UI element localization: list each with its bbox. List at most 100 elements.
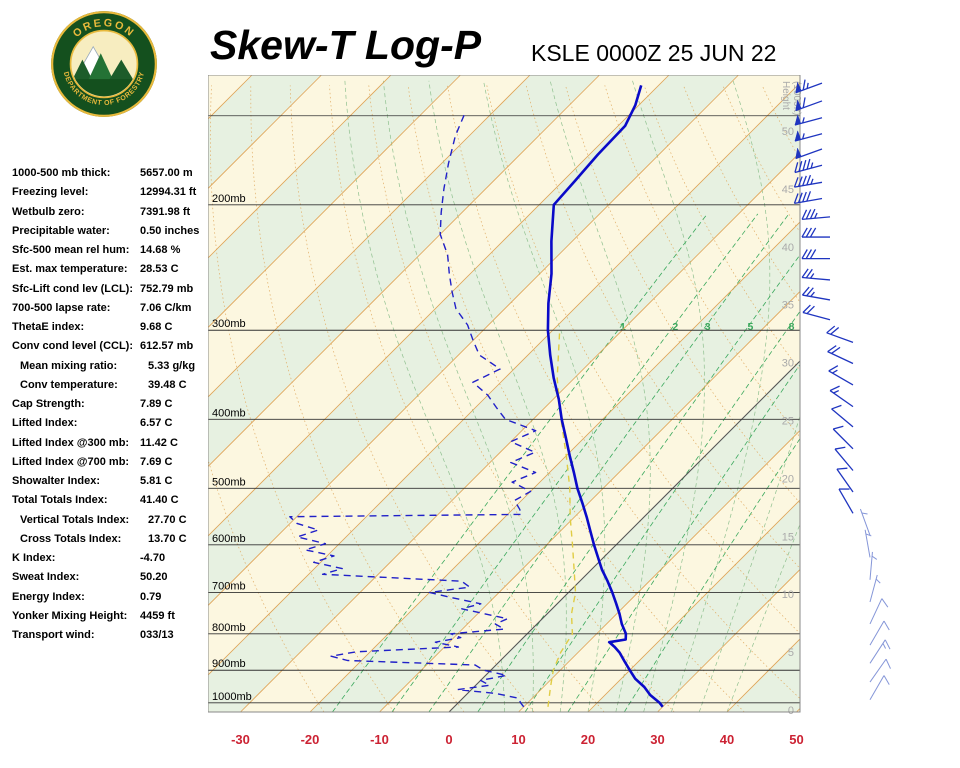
isotherm-band <box>796 708 800 712</box>
stat-label: Conv cond level (CCL): <box>12 340 134 353</box>
station-id: KSLE 0000Z 25 JUN 22 <box>531 40 777 66</box>
page-title: Skew-T Log-P <box>210 22 482 68</box>
isotherm-line <box>448 360 800 712</box>
stat-value: 0.50 inches <box>140 224 200 237</box>
stat-label: Transport wind: <box>12 629 95 641</box>
dry-adiabat <box>880 85 953 712</box>
mixing-ratio-label: 8 <box>789 321 795 333</box>
stat-value: 033/13 <box>140 629 174 641</box>
stat-label: Mean mixing ratio: <box>20 359 118 372</box>
pressure-label: 400mb <box>212 407 246 419</box>
stat-value: 752.79 mb <box>140 282 194 295</box>
stat-row: Lifted Index @300 mb: 11.42 C <box>12 437 212 456</box>
tree-icon <box>71 59 94 82</box>
moist-adiabat <box>428 80 567 712</box>
stat-label: Lifted Index @700 mb: <box>12 455 130 468</box>
moist-adiabat <box>698 415 800 712</box>
mixing-ratio-line <box>332 213 708 712</box>
stat-label: Freezing level: <box>12 186 89 199</box>
dry-adiabat <box>447 85 800 700</box>
stat-label: Wetbulb zero: <box>12 205 85 218</box>
stat-label: 1000-500 mb thick: <box>12 167 111 179</box>
stat-value: 14.68 % <box>140 244 181 256</box>
odf-logo-graphic: OREGON DEPARTMENT OF FORESTRY <box>51 11 157 117</box>
dry-adiabat <box>209 85 395 712</box>
height-tick-label: 15 <box>782 531 794 543</box>
moist-adiabat <box>726 523 800 712</box>
height-tick-label: 5 <box>788 647 794 659</box>
stat-row: Sfc-500 mean rel hum: 14.68 % <box>12 244 212 263</box>
mixing-ratio-label: 1 <box>620 321 626 333</box>
stat-value: 612.57 mb <box>140 340 194 353</box>
stat-value: 9.68 C <box>140 321 173 333</box>
isotherm-line <box>208 75 600 468</box>
wind-barbs <box>793 79 891 700</box>
mixing-ratio-label: 2 <box>672 321 678 333</box>
dry-adiabat <box>919 85 953 712</box>
stat-label: Conv temperature: <box>20 378 118 391</box>
stat-label: Lifted Index @300 mb: <box>12 436 130 449</box>
isotherm-line <box>657 568 800 712</box>
dry-adiabat <box>289 85 535 712</box>
stat-label: Sfc-Lift cond lev (LCL): <box>12 282 133 295</box>
chart-border <box>208 75 801 713</box>
stat-value: 13.70 C <box>148 532 187 545</box>
stat-value: 0.79 <box>140 590 162 603</box>
moist-adiabat <box>383 80 534 712</box>
temp-tick-label: 50 <box>789 732 803 747</box>
mixing-ratio-line <box>524 310 800 712</box>
pressure-label: 500mb <box>212 476 246 488</box>
temp-tick-label: 0 <box>445 732 452 747</box>
isotherm-line <box>208 75 670 537</box>
pressure-label: 300mb <box>212 318 246 330</box>
stat-label: Est. max temperature: <box>12 263 128 276</box>
height-tick-label: 25 <box>782 416 794 428</box>
height-axis-label: (1000ft) <box>791 81 802 115</box>
pressure-label: 700mb <box>212 580 246 592</box>
stat-value: 11.42 C <box>140 436 178 449</box>
stat-row: Cap Strength: 7.89 C <box>12 398 212 417</box>
stat-value: -4.70 <box>140 552 166 564</box>
dry-adiabat <box>250 85 465 712</box>
stat-row: Conv temperature: 39.48 C <box>12 379 212 398</box>
temperature-curve <box>546 85 664 708</box>
stat-row: Vertical Totals Index: 27.70 C <box>12 514 212 533</box>
skewt-chart: 1 2 3 5 8200mb300mb400mb500mb600mb700mb800mb… <box>208 75 953 747</box>
stat-row: Lifted Index @700 mb: 7.69 C <box>12 456 212 475</box>
pressure-label: 1000mb <box>212 691 252 703</box>
stat-label: Cap Strength: <box>12 398 85 410</box>
temp-tick-label: -30 <box>231 732 250 747</box>
stat-label: Precipitable water: <box>12 224 110 237</box>
stat-row: Freezing level: 12994.31 ft <box>12 186 212 205</box>
moist-adiabat <box>671 80 771 712</box>
stat-value: 41.40 C <box>140 494 179 507</box>
height-tick-label: 40 <box>782 242 794 254</box>
tree-icon <box>108 59 135 82</box>
stat-value: 7.69 C <box>140 455 173 468</box>
stat-row: Lifted Index: 6.57 C <box>12 417 212 436</box>
stats-panel: 1000-500 mb thick: 5657.00 m Freezing leve… <box>12 167 212 648</box>
stat-row: Showalter Index: 5.81 C <box>12 475 212 494</box>
mixing-ratio-label: 3 <box>705 321 711 333</box>
isotherm-line <box>208 75 461 329</box>
stat-row: Sfc-Lift cond lev (LCL): 752.79 mb <box>12 283 212 302</box>
stat-value: 27.70 C <box>148 513 187 526</box>
stat-label: Showalter Index: <box>12 475 101 487</box>
stat-row: Transport wind: 033/13 <box>12 629 212 648</box>
plot-area: 1 2 3 5 8 <box>208 75 953 712</box>
stat-value: 7391.98 ft <box>140 205 191 218</box>
stat-value: 6.57 C <box>140 417 173 430</box>
isotherm-line <box>796 707 800 712</box>
stat-row: Conv cond level (CCL): 612.57 mb <box>12 340 212 359</box>
stat-row: Mean mixing ratio: 5.33 g/kg <box>12 360 212 379</box>
isotherm-line <box>208 82 800 676</box>
temp-tick-label: 10 <box>511 732 525 747</box>
dry-adiabat <box>801 85 953 712</box>
stat-row: Cross Totals Index: 13.70 C <box>12 533 212 552</box>
isotherm-band <box>208 83 800 712</box>
isotherm-line <box>208 75 322 190</box>
stat-label: ThetaE index: <box>12 321 85 333</box>
height-tick-label: 10 <box>782 589 794 601</box>
stat-label: Lifted Index: <box>12 417 78 430</box>
